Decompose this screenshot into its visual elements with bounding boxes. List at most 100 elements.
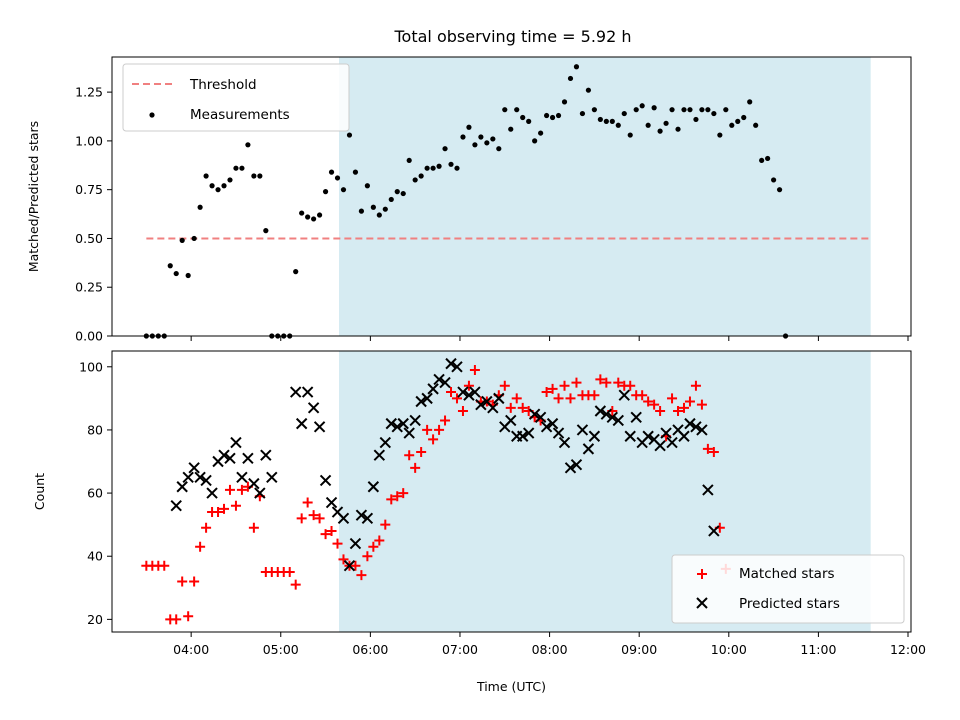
axes-frame	[111, 56, 912, 337]
data-point	[266, 471, 278, 483]
data-point	[364, 183, 370, 189]
data-point	[561, 99, 568, 105]
x-tick-label: 11:00	[800, 642, 836, 657]
data-point	[197, 204, 203, 210]
data-point	[463, 380, 474, 391]
y-tick-label: 80	[87, 422, 103, 437]
data-point	[534, 411, 547, 424]
data-point	[543, 112, 550, 119]
data-point	[655, 405, 666, 416]
data-point	[735, 118, 741, 124]
data-point	[673, 405, 684, 416]
data-point	[717, 132, 723, 138]
data-point	[643, 396, 654, 407]
data-point	[667, 393, 678, 404]
data-point	[469, 364, 480, 375]
data-point	[368, 541, 379, 552]
data-point	[370, 204, 376, 210]
data-point	[322, 189, 329, 195]
data-point	[227, 177, 233, 183]
data-point	[564, 462, 577, 474]
data-point	[528, 408, 541, 420]
data-point	[319, 474, 332, 487]
data-point	[690, 421, 702, 433]
x-axis-label: Time (UTC)	[476, 679, 546, 694]
data-point	[741, 114, 747, 121]
data-point	[301, 386, 314, 398]
data-point	[412, 177, 418, 183]
data-point	[352, 169, 359, 175]
y-tick-label: 0.50	[75, 231, 103, 246]
data-point	[379, 436, 392, 449]
data-point	[386, 494, 397, 505]
data-point	[380, 519, 391, 530]
data-point	[343, 559, 356, 572]
data-point	[615, 122, 621, 128]
data-point	[173, 270, 179, 277]
data-point	[349, 537, 362, 550]
data-point	[585, 87, 592, 93]
data-point	[307, 402, 320, 414]
data-point	[251, 173, 257, 179]
data-point	[385, 417, 397, 430]
legend-box	[122, 63, 350, 132]
data-point	[293, 269, 299, 275]
legend-label: Threshold	[189, 77, 257, 93]
data-point	[248, 522, 259, 533]
data-point	[597, 116, 603, 123]
data-point	[436, 163, 442, 169]
legend-label: Measurements	[190, 107, 290, 123]
y-tick-label: 60	[87, 486, 103, 501]
data-point	[183, 611, 194, 622]
data-point	[711, 110, 717, 117]
data-point	[601, 377, 612, 388]
data-point	[579, 110, 586, 117]
legend-measurements-swatch	[149, 112, 155, 118]
x-tick-label: 10:00	[711, 642, 747, 657]
data-point	[595, 374, 606, 385]
data-point	[257, 173, 263, 179]
data-point	[424, 165, 430, 171]
data-point	[254, 487, 266, 499]
data-point	[427, 383, 439, 395]
data-point	[230, 500, 241, 511]
data-point	[484, 140, 490, 146]
data-point	[410, 462, 421, 473]
bottom-axes: 20 40 60 80 100 04:00 05:00 06:00 07:00 08:00 09:0…	[32, 350, 926, 694]
data-point	[346, 132, 353, 138]
data-point	[302, 497, 313, 508]
data-point	[337, 512, 350, 525]
data-point	[570, 458, 583, 471]
data-point	[398, 488, 409, 499]
x-tick-label: 06:00	[352, 642, 388, 657]
data-point	[316, 212, 323, 218]
data-point	[678, 430, 690, 442]
y-tick-label: 100	[79, 359, 103, 374]
data-point	[185, 272, 191, 279]
data-point	[660, 427, 672, 439]
data-point	[487, 402, 499, 414]
data-point	[313, 421, 326, 433]
x-tick-label: 04:00	[173, 642, 209, 657]
data-point	[295, 417, 308, 430]
data-point	[338, 554, 349, 565]
data-point	[633, 107, 639, 113]
legend-matched-swatch	[697, 569, 707, 579]
data-point	[678, 402, 689, 413]
data-point	[230, 436, 242, 449]
axes-frame	[111, 350, 912, 633]
y-tick-label: 40	[87, 549, 103, 564]
data-point	[687, 107, 693, 113]
data-point	[699, 107, 705, 113]
data-point	[576, 424, 589, 436]
data-point	[776, 187, 783, 193]
x-tick-label: 07:00	[442, 642, 478, 657]
data-point	[179, 237, 185, 243]
x-tick-label: 08:00	[532, 642, 568, 657]
data-point	[224, 484, 235, 495]
data-point	[188, 462, 200, 474]
data-point	[403, 427, 415, 439]
data-point	[472, 142, 478, 148]
data-point	[206, 487, 218, 499]
data-point	[392, 491, 403, 502]
